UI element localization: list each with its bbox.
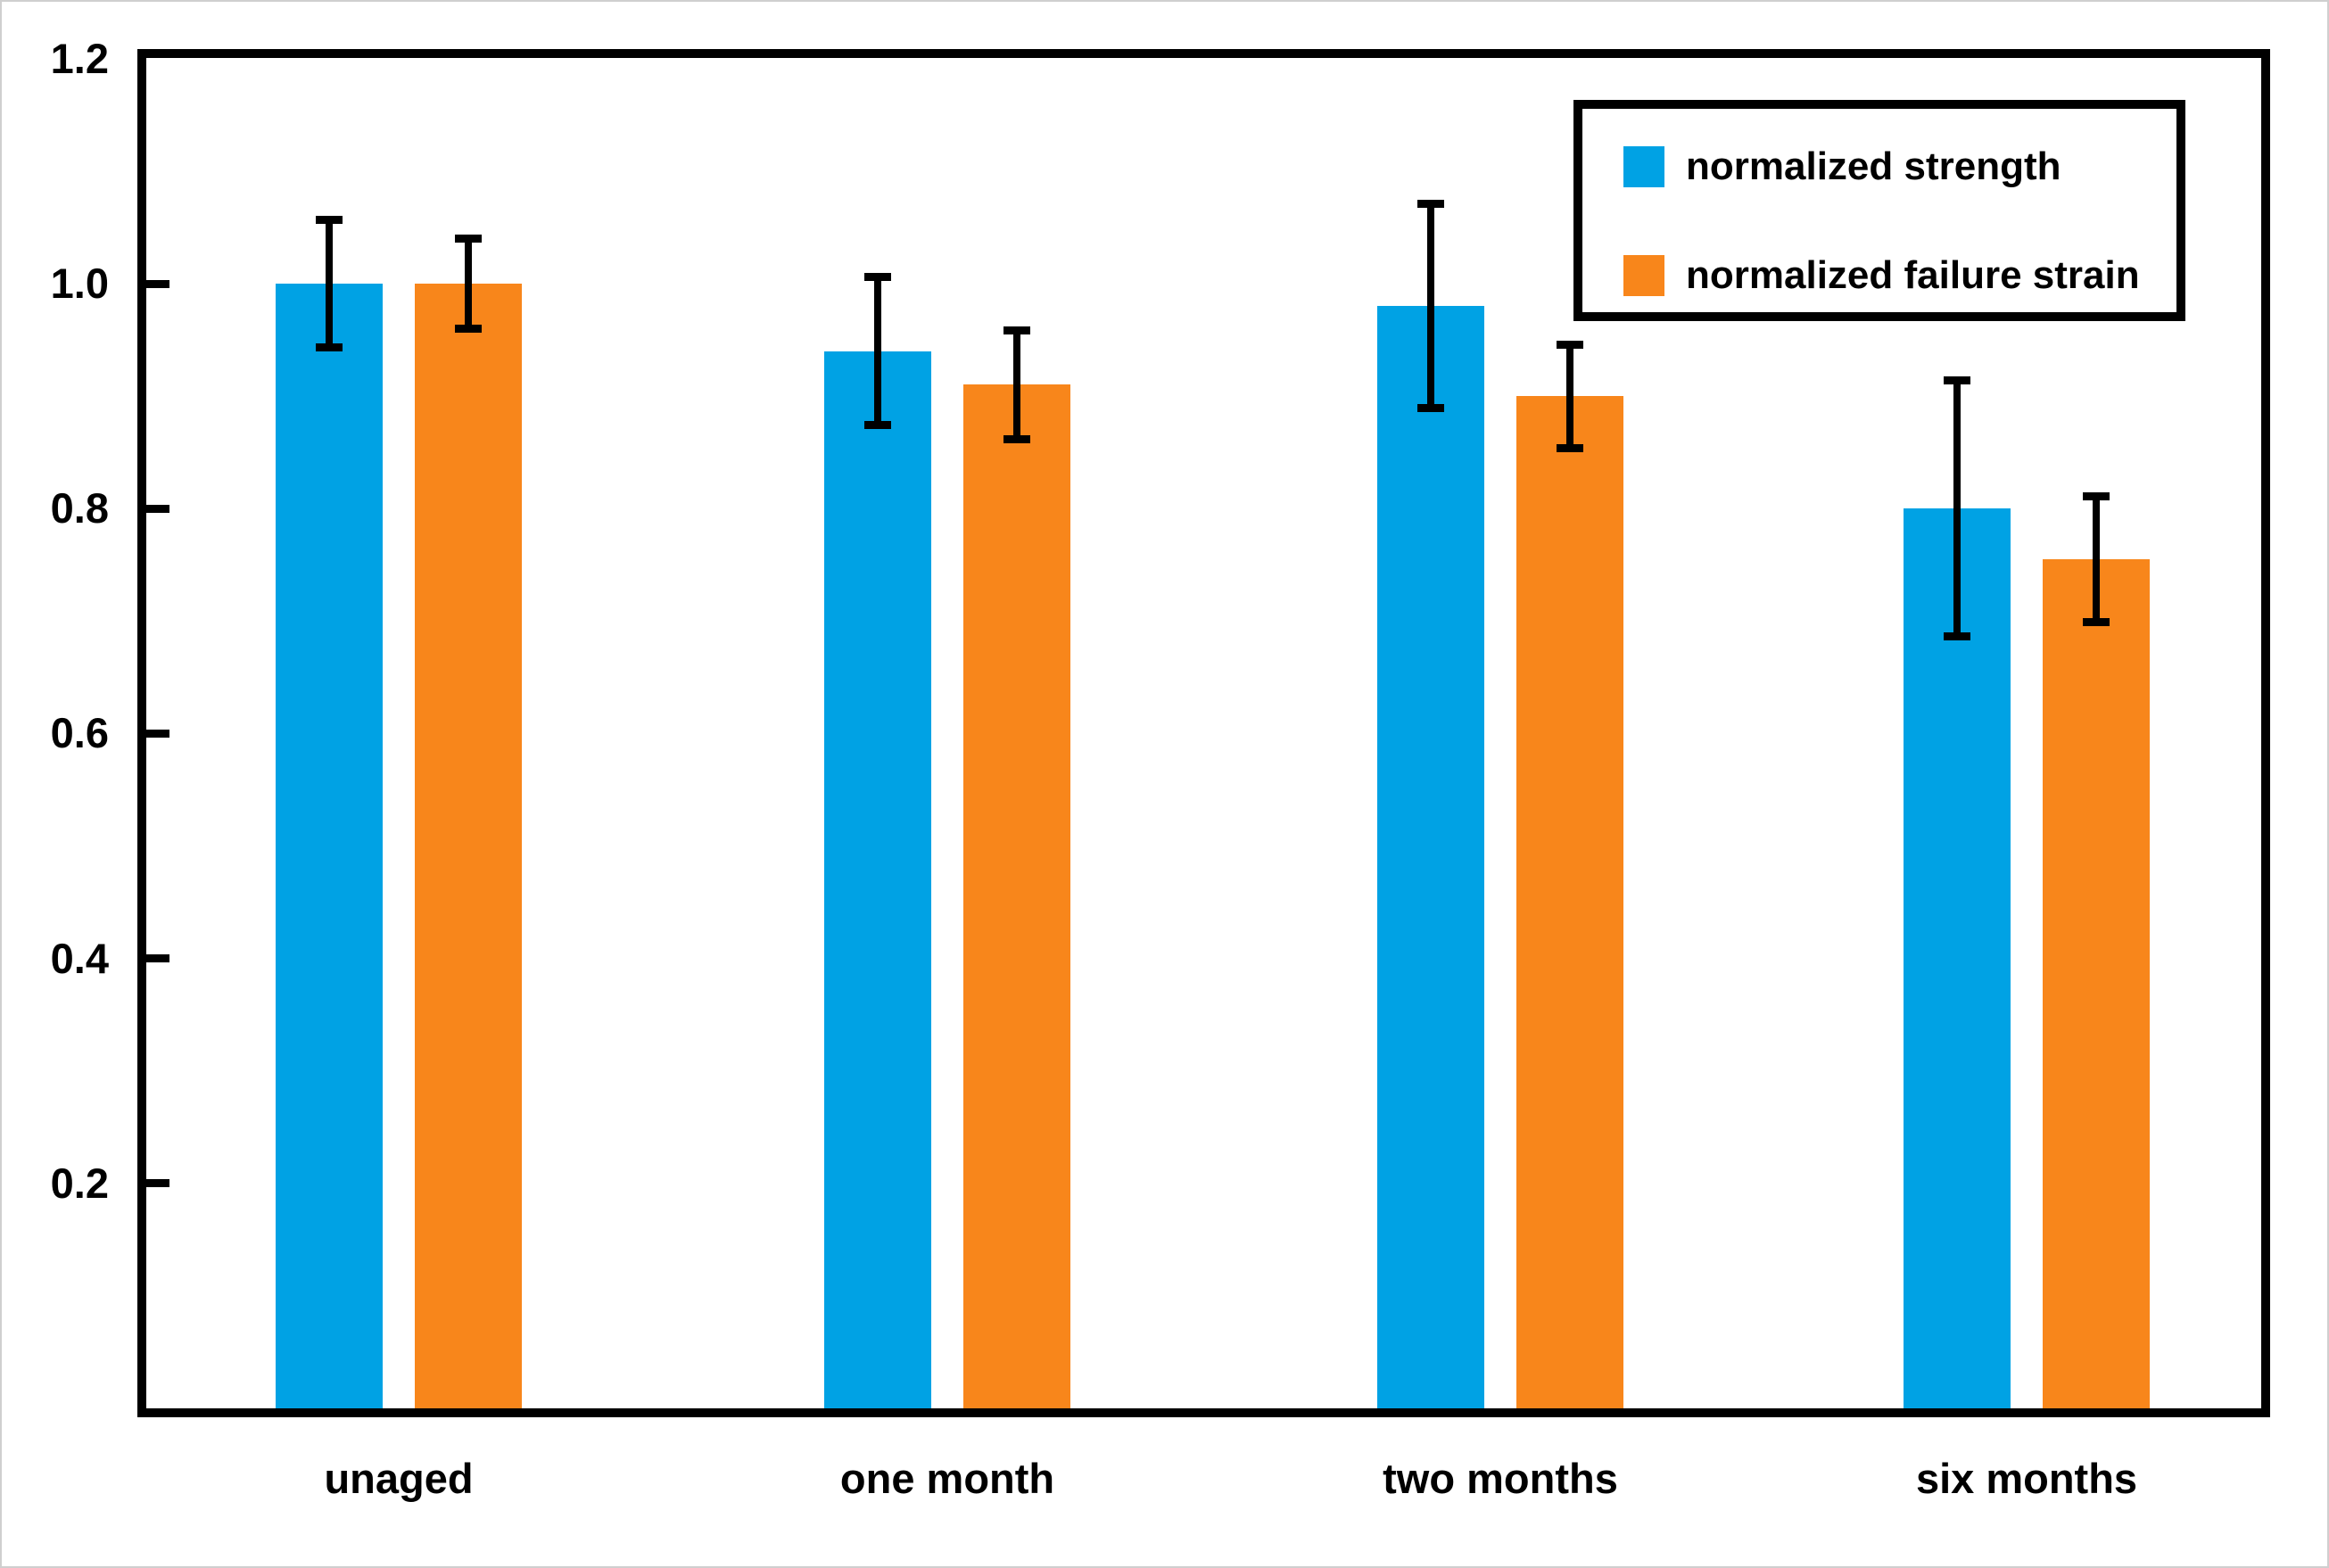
bar-strength — [824, 351, 931, 1408]
error-bar-cap-top — [455, 235, 482, 243]
y-axis-tick-label: 0.2 — [50, 1159, 109, 1207]
legend-label-failure-strain: normalized failure strain — [1686, 253, 2140, 297]
y-axis-tick — [146, 729, 169, 738]
y-axis-tick-label: 0.4 — [50, 934, 109, 982]
error-bar-cap-bottom — [1944, 632, 1970, 641]
bar-strength — [1904, 508, 2011, 1408]
x-axis-category-label: unaged — [324, 1455, 474, 1502]
x-axis-category-label: two months — [1383, 1455, 1618, 1502]
error-bar-cap-bottom — [1003, 434, 1030, 443]
legend-box: normalized strength normalized failure s… — [1573, 100, 2185, 321]
error-bar-cap-top — [1944, 375, 1970, 384]
y-axis-tick-label: 1.2 — [50, 34, 109, 82]
error-bar-cap-top — [1557, 340, 1583, 349]
bar-strength — [276, 284, 383, 1408]
error-bar-line — [1013, 330, 1020, 439]
y-axis-tick-label: 0.6 — [50, 709, 109, 757]
error-bar-cap-bottom — [864, 421, 891, 430]
error-bar-line — [1566, 344, 1573, 449]
y-axis-tick-label: 0.8 — [50, 484, 109, 532]
error-bar-cap-bottom — [1557, 443, 1583, 452]
error-bar-line — [326, 219, 333, 348]
error-bar-line — [465, 238, 472, 329]
y-axis-tick — [146, 504, 169, 513]
error-bar-cap-top — [1003, 326, 1030, 335]
bar-failure-strain — [2043, 558, 2150, 1408]
error-bar-line — [874, 276, 881, 425]
error-bar-cap-bottom — [316, 343, 343, 352]
plot-area — [137, 49, 2270, 1417]
error-bar-cap-bottom — [1417, 404, 1444, 413]
error-bar-cap-top — [2083, 491, 2110, 500]
error-bar-cap-bottom — [2083, 618, 2110, 627]
legend-swatch-strength — [1623, 146, 1664, 187]
y-axis-tick-label: 1.0 — [50, 260, 109, 307]
bar-failure-strain — [415, 284, 522, 1408]
y-axis-tick — [146, 1179, 169, 1188]
bar-failure-strain — [963, 384, 1070, 1408]
y-axis-tick — [146, 279, 169, 288]
bar-strength — [1377, 306, 1484, 1408]
error-bar-cap-top — [864, 272, 891, 281]
legend-label-strength: normalized strength — [1686, 144, 2061, 188]
error-bar-line — [1427, 203, 1434, 409]
y-axis-tick — [146, 954, 169, 963]
error-bar-cap-top — [1417, 199, 1444, 208]
legend-item-failure-strain: normalized failure strain — [1623, 253, 2140, 297]
error-bar-line — [1953, 380, 1961, 637]
x-axis-category-label: six months — [1915, 1455, 2138, 1502]
error-bar-cap-bottom — [455, 324, 482, 333]
error-bar-line — [2093, 496, 2100, 623]
error-bar-cap-top — [316, 215, 343, 224]
legend-item-strength: normalized strength — [1623, 144, 2061, 188]
x-axis-category-label: one month — [839, 1455, 1055, 1502]
legend-swatch-failure-strain — [1623, 255, 1664, 296]
bar-failure-strain — [1516, 396, 1623, 1408]
